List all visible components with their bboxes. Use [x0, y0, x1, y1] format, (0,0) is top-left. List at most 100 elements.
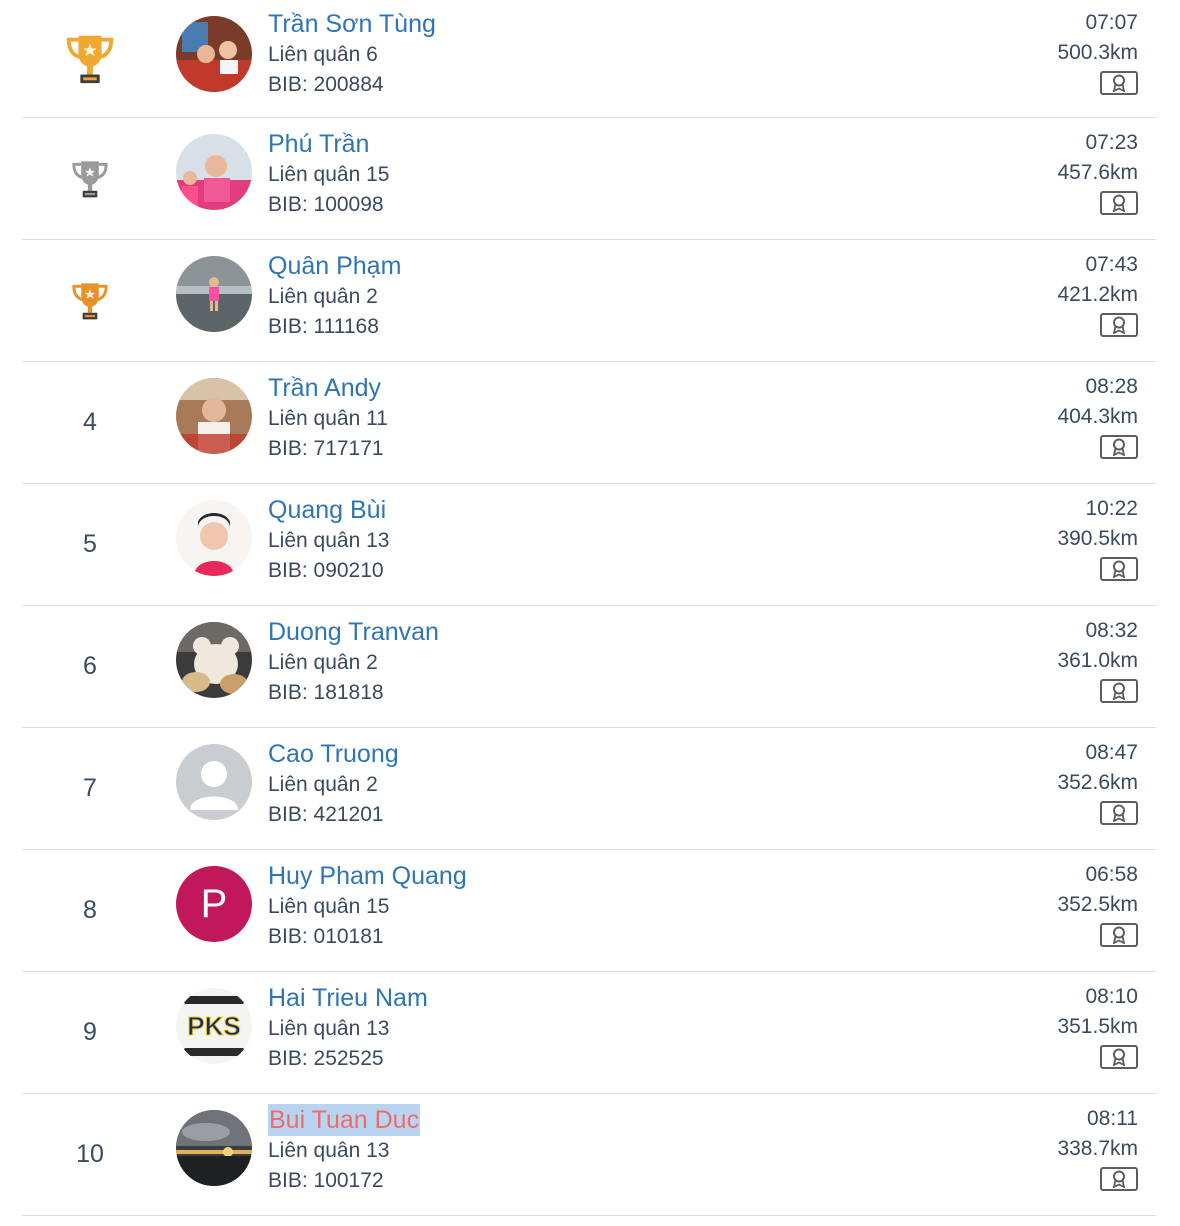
certificate-button[interactable] — [1100, 679, 1138, 703]
rank-number: 6 — [83, 652, 97, 680]
avatar[interactable] — [176, 378, 252, 454]
pace-value: 08:11 — [1087, 1107, 1138, 1130]
rank: 6 — [50, 606, 130, 727]
avatar[interactable] — [176, 134, 252, 210]
rank: 4 — [50, 362, 130, 483]
leaderboard-row: 7 Cao Truong Liên quân 2 BIB: 421201 08:… — [22, 728, 1156, 850]
avatar[interactable] — [176, 256, 252, 332]
bib-label: BIB: 717171 — [268, 437, 384, 460]
certificate-button[interactable] — [1100, 1045, 1138, 1069]
runner-name-link[interactable]: Phú Trần — [268, 130, 370, 158]
pace-value: 10:22 — [1085, 497, 1138, 520]
team-label: Liên quân 15 — [268, 895, 390, 918]
runner-name-link[interactable]: Huy Pham Quang — [268, 862, 467, 890]
team-label: Liên quân 13 — [268, 1017, 390, 1040]
distance-value: 500.3km — [1057, 41, 1138, 64]
rank — [50, 118, 130, 239]
certificate-icon — [1112, 926, 1126, 944]
certificate-button[interactable] — [1100, 71, 1138, 95]
runner-info: Bui Tuan Duc Liên quân 13 BIB: 100172 — [268, 1104, 421, 1196]
team-label: Liên quân 11 — [268, 407, 388, 430]
avatar-image — [176, 1110, 252, 1186]
certificate-button[interactable] — [1100, 801, 1138, 825]
rank — [50, 0, 130, 117]
distance-value: 351.5km — [1057, 1015, 1138, 1038]
team-label: Liên quân 2 — [268, 773, 378, 796]
leaderboard-row: Phú Trần Liên quân 15 BIB: 100098 07:23 … — [22, 118, 1156, 240]
certificate-icon — [1112, 1048, 1126, 1066]
avatar-image: PKS — [176, 988, 252, 1064]
avatar[interactable] — [176, 744, 252, 820]
avatar-image — [176, 744, 252, 820]
team-label: Liên quân 13 — [268, 529, 390, 552]
avatar[interactable] — [176, 622, 252, 698]
bib-label: BIB: 100172 — [268, 1169, 384, 1192]
runner-info: Trần Sơn Tùng Liên quân 6 BIB: 200884 — [268, 8, 436, 100]
runner-stats: 08:10 351.5km — [1057, 982, 1138, 1074]
avatar[interactable] — [176, 500, 252, 576]
leaderboard-row: 8 P Huy Pham Quang Liên quân 15 BIB: 010… — [22, 850, 1156, 972]
bib-label: BIB: 010181 — [268, 925, 384, 948]
runner-stats: 07:07 500.3km — [1057, 8, 1138, 100]
runner-name-link[interactable]: Quang Bùi — [268, 496, 387, 524]
avatar-image — [176, 622, 252, 698]
avatar-letter: P — [201, 882, 228, 926]
runner-stats: 08:28 404.3km — [1057, 372, 1138, 464]
runner-name-link[interactable]: Cao Truong — [268, 740, 399, 768]
certificate-button[interactable] — [1100, 313, 1138, 337]
runner-name-link[interactable]: Trần Sơn Tùng — [268, 10, 436, 38]
runner-stats: 07:43 421.2km — [1057, 250, 1138, 342]
avatar[interactable] — [176, 1110, 252, 1186]
runner-info: Quân Phạm Liên quân 2 BIB: 111168 — [268, 250, 401, 342]
rank-number: 7 — [83, 774, 97, 802]
rank: 10 — [50, 1094, 130, 1215]
leaderboard-row: 9 PKS Hai Trieu Nam Liên quân 13 BIB: 25… — [22, 972, 1156, 1094]
pace-value: 08:47 — [1085, 741, 1138, 764]
runner-stats: 08:11 338.7km — [1057, 1104, 1138, 1196]
bib-label: BIB: 181818 — [268, 681, 384, 704]
certificate-icon — [1112, 682, 1126, 700]
avatar[interactable] — [176, 16, 252, 92]
avatar-image — [176, 16, 252, 92]
avatar[interactable]: P — [176, 866, 252, 942]
avatar[interactable]: PKS — [176, 988, 252, 1064]
runner-name-link[interactable]: Trần Andy — [268, 374, 382, 402]
certificate-button[interactable] — [1100, 435, 1138, 459]
runner-stats: 06:58 352.5km — [1057, 860, 1138, 952]
team-label: Liên quân 2 — [268, 285, 378, 308]
team-label: Liên quân 15 — [268, 163, 390, 186]
rank: 8 — [50, 850, 130, 971]
runner-name-link[interactable]: Duong Tranvan — [268, 618, 439, 646]
team-label: Liên quân 6 — [268, 43, 378, 66]
certificate-icon — [1112, 438, 1126, 456]
bib-label: BIB: 421201 — [268, 803, 384, 826]
leaderboard-row: Quân Phạm Liên quân 2 BIB: 111168 07:43 … — [22, 240, 1156, 362]
certificate-button[interactable] — [1100, 191, 1138, 215]
leaderboard-row: 5 Quang Bùi Liên quân 13 BIB: 090210 10:… — [22, 484, 1156, 606]
pace-value: 07:43 — [1085, 253, 1138, 276]
certificate-icon — [1112, 804, 1126, 822]
runner-name-link[interactable]: Quân Phạm — [268, 252, 402, 280]
trophy-icon — [72, 282, 108, 319]
bib-label: BIB: 200884 — [268, 73, 384, 96]
runner-name-link[interactable]: Hai Trieu Nam — [268, 984, 428, 1012]
certificate-button[interactable] — [1100, 557, 1138, 581]
bib-label: BIB: 252525 — [268, 1047, 384, 1070]
avatar-image — [176, 500, 252, 576]
pace-value: 07:23 — [1085, 131, 1138, 154]
avatar-image — [176, 256, 252, 332]
certificate-button[interactable] — [1100, 923, 1138, 947]
leaderboard-row: 4 Trần Andy Liên quân 11 BIB: 717171 08:… — [22, 362, 1156, 484]
leaderboard-row: Trần Sơn Tùng Liên quân 6 BIB: 200884 07… — [22, 0, 1156, 118]
runner-info: Phú Trần Liên quân 15 BIB: 100098 — [268, 128, 389, 220]
runner-stats: 07:23 457.6km — [1057, 128, 1138, 220]
certificate-icon — [1112, 194, 1126, 212]
avatar-image — [176, 378, 252, 454]
runner-name-link[interactable]: Bui Tuan Duc — [268, 1104, 421, 1136]
pace-value: 08:32 — [1085, 619, 1138, 642]
certificate-button[interactable] — [1100, 1167, 1138, 1191]
runner-info: Cao Truong Liên quân 2 BIB: 421201 — [268, 738, 399, 830]
pace-value: 06:58 — [1085, 863, 1138, 886]
pace-value: 08:10 — [1085, 985, 1138, 1008]
